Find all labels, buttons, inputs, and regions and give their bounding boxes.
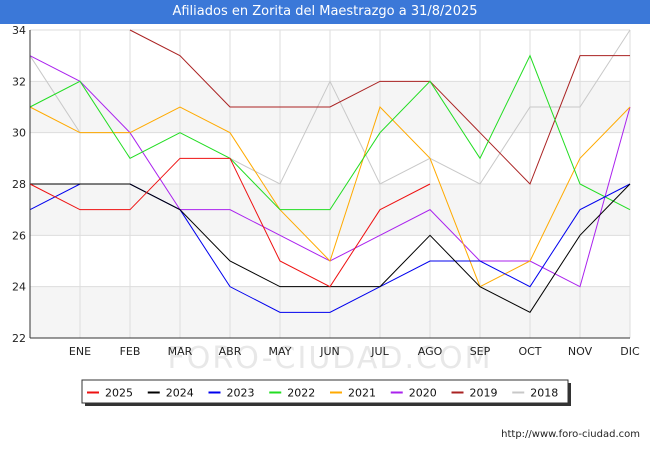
- legend-item-2024: 2024: [147, 387, 194, 400]
- x-tick-label: AGO: [418, 345, 443, 358]
- legend-label: 2019: [470, 387, 498, 400]
- series-2021: [29, 106, 631, 288]
- x-tick-labels: ENE FEB MAR ABR MAY JUN JUL AGO SEP OCT NOV DIC: [69, 345, 640, 358]
- series-line-2021: [29, 106, 631, 288]
- y-tick-label: 24: [12, 281, 26, 294]
- legend-label: 2018: [530, 387, 558, 400]
- x-tick-label: SEP: [470, 345, 491, 358]
- y-tick-label: 32: [12, 75, 26, 88]
- series-lines: [29, 29, 631, 313]
- x-tick-label: FEB: [120, 345, 141, 358]
- chart-title: Afiliados en Zorita del Maestrazgo a 31/…: [0, 0, 650, 24]
- y-tick-labels: 22 24 26 28 30 32 34: [12, 24, 26, 345]
- legend-box: [81, 379, 569, 404]
- legend-item-2023: 2023: [208, 387, 255, 400]
- legend-item-2019: 2019: [451, 387, 498, 400]
- legend-label: 2022: [287, 387, 315, 400]
- y-tick-label: 22: [12, 332, 26, 345]
- series-2022: [29, 54, 631, 211]
- source-credit: http://www.foro-ciudad.com: [501, 429, 640, 440]
- legend-item-2022: 2022: [269, 387, 315, 400]
- legend-item-2018: 2018: [512, 387, 558, 400]
- x-tick-label: NOV: [568, 345, 593, 358]
- x-tick-label: JUN: [319, 345, 340, 358]
- watermark: FORO-CIUDAD.COM: [168, 341, 493, 376]
- series-line-2019: [129, 29, 630, 185]
- x-tick-label: OCT: [518, 345, 541, 358]
- series-line-2025: [29, 157, 431, 288]
- y-tick-label: 28: [12, 178, 26, 191]
- y-tick-label: 26: [12, 229, 26, 242]
- series-2019: [129, 29, 630, 185]
- series-line-2022: [29, 54, 631, 211]
- legend-item-2020: 2020: [390, 387, 437, 400]
- x-tick-label: MAR: [168, 345, 193, 358]
- legend-label: 2023: [227, 387, 255, 400]
- legend-label: 2021: [348, 387, 376, 400]
- y-tick-label: 30: [12, 127, 26, 140]
- x-tick-label: JUL: [370, 345, 389, 358]
- legend-item-2025: 2025: [87, 387, 133, 400]
- axes: [29, 30, 630, 339]
- legend: 2025 2024 2023 2022 2021 2020 2019 2018: [81, 379, 571, 406]
- series-2025: [29, 157, 431, 288]
- x-tick-label: DIC: [620, 345, 640, 358]
- x-tick-label: MAY: [269, 345, 292, 358]
- legend-label: 2025: [105, 387, 133, 400]
- legend-label: 2024: [166, 387, 194, 400]
- y-tick-label: 34: [12, 24, 26, 37]
- x-tick-label: ABR: [219, 345, 242, 358]
- legend-item-2021: 2021: [330, 387, 376, 400]
- x-tick-label: ENE: [69, 345, 91, 358]
- legend-label: 2020: [409, 387, 437, 400]
